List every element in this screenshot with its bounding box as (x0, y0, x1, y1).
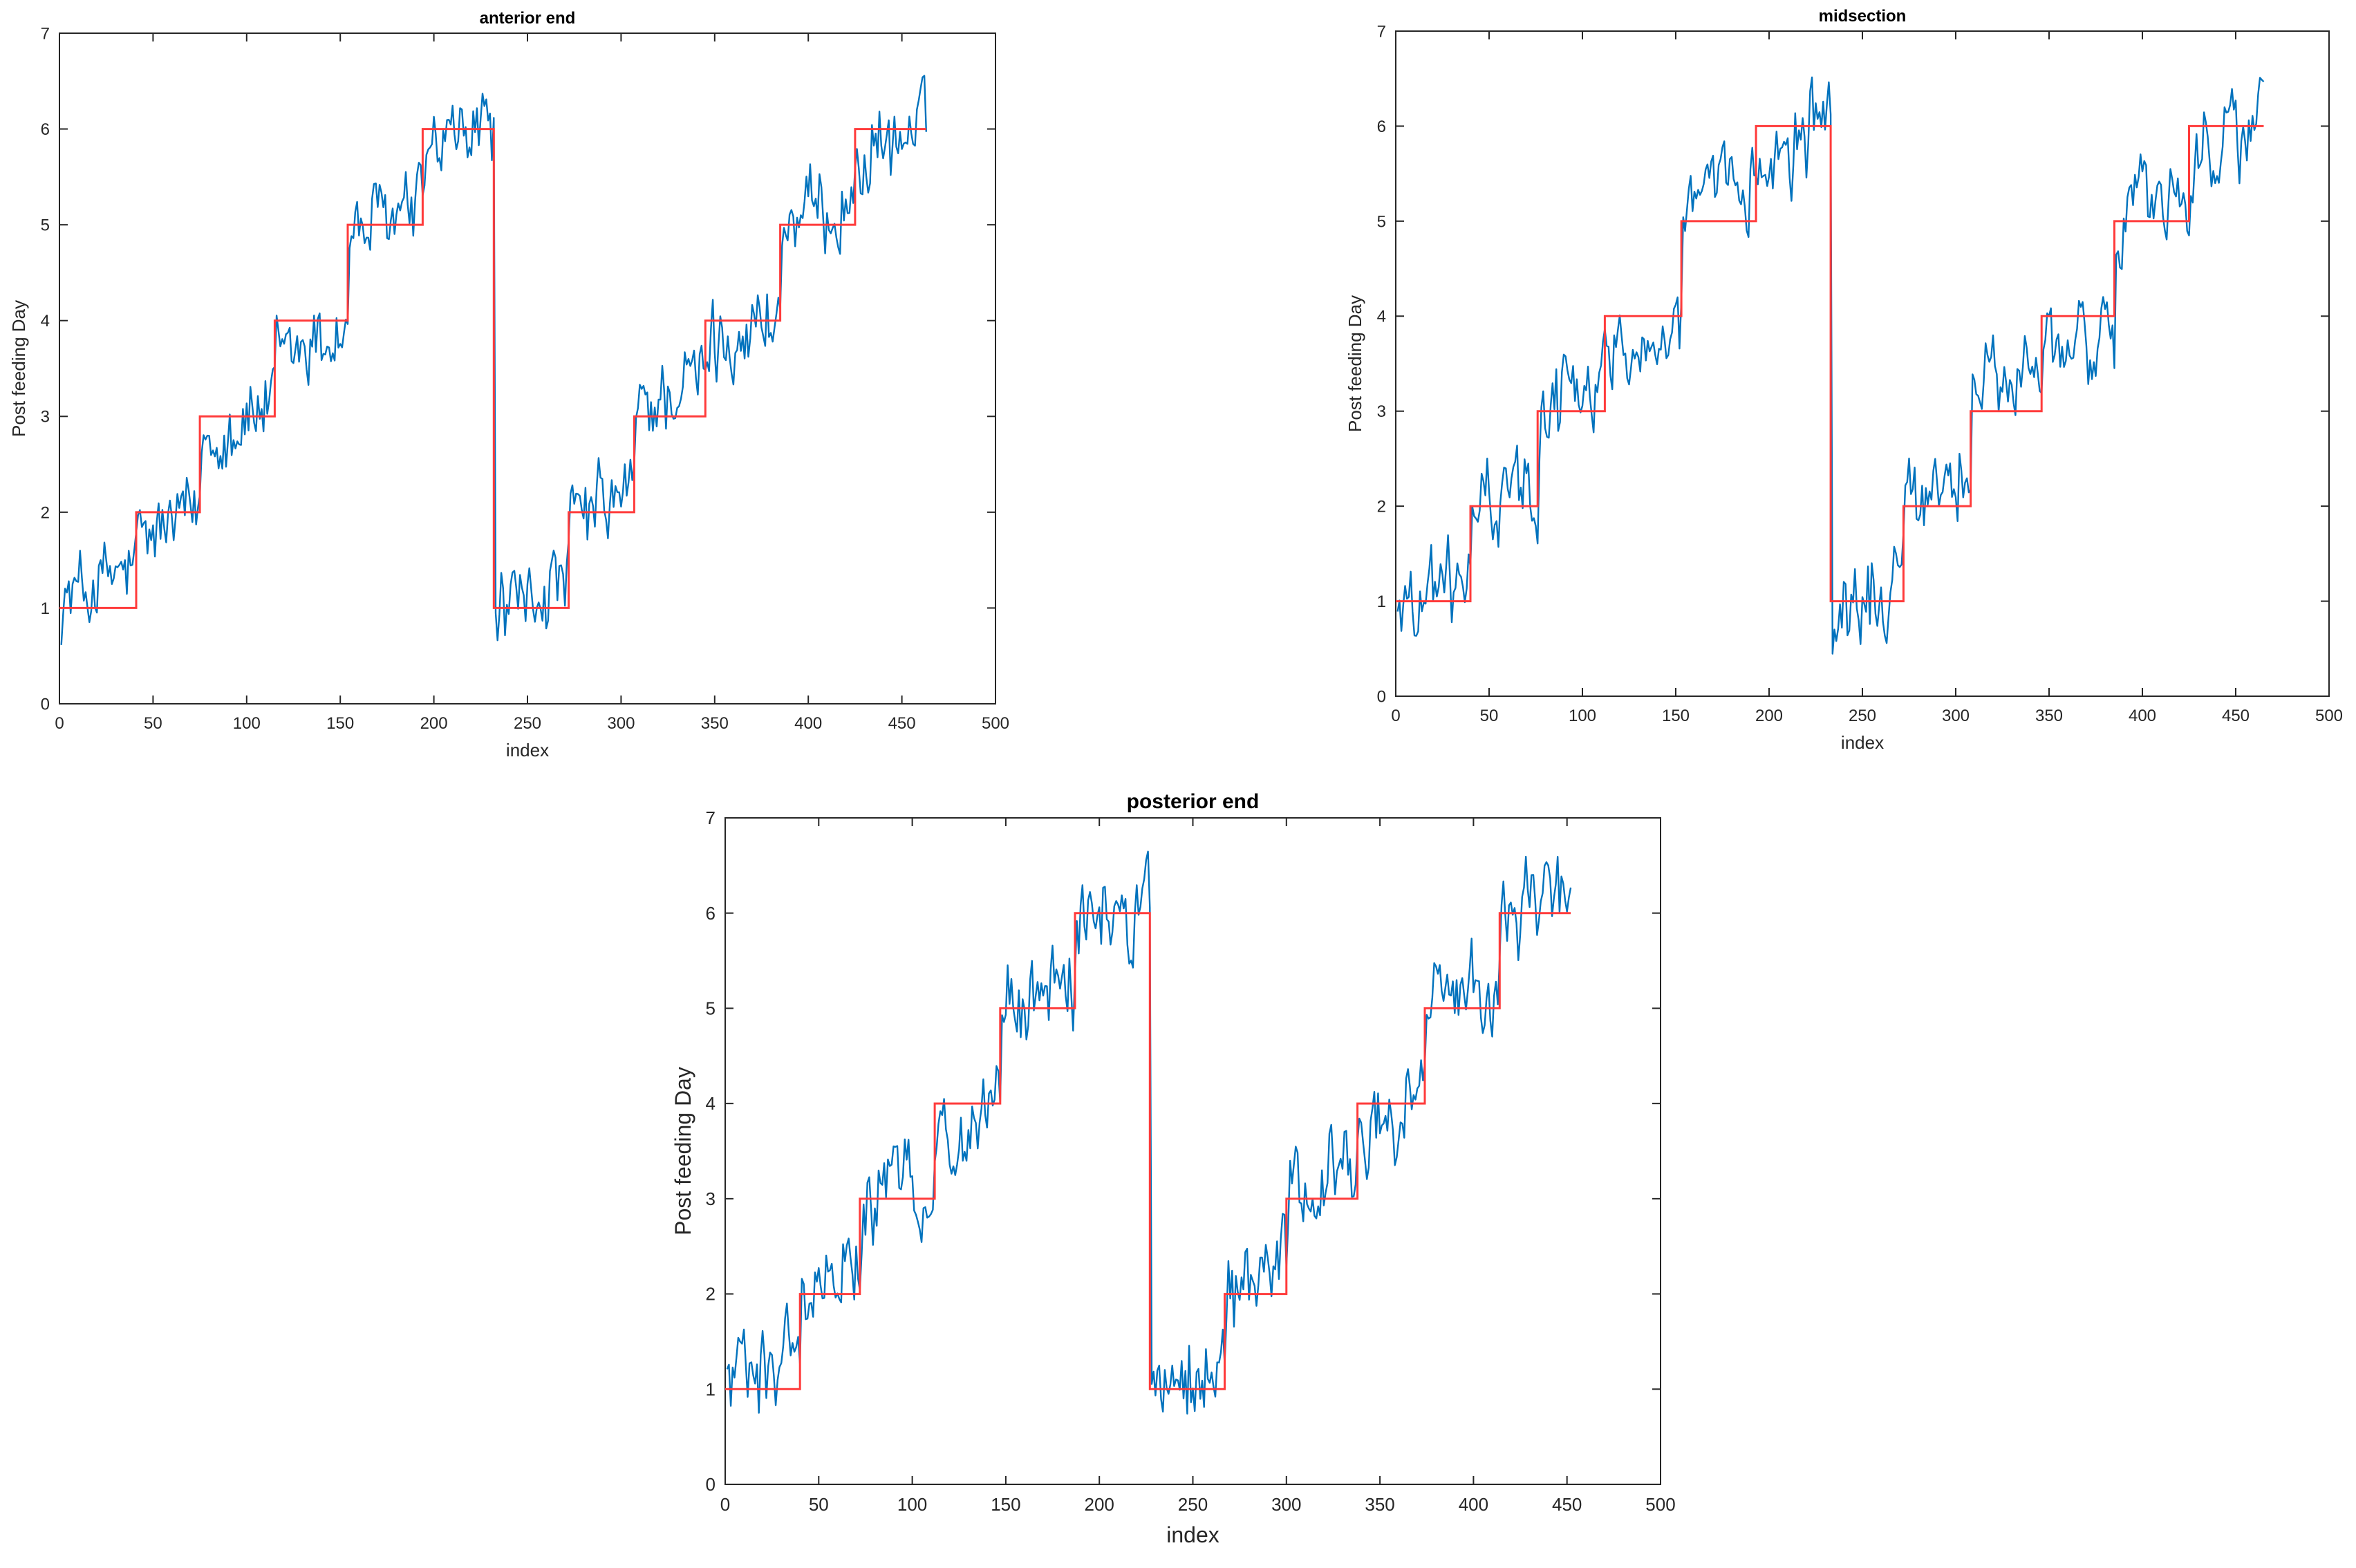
noisy-series-line (60, 75, 927, 645)
x-tick-label: 150 (1662, 707, 1690, 725)
plot-area (724, 817, 1661, 1485)
chart-svg: 0 50 100 150 200 250 300 350 400 450 500 0 1 2 3 4 5 6 7 po… (671, 790, 1676, 1547)
y-tick-label: 0 (706, 1474, 716, 1495)
x-axis-label: index (506, 740, 549, 760)
y-tick-label: 7 (1377, 22, 1386, 41)
y-tick-label: 1 (706, 1379, 716, 1399)
chart-posterior-end: 0 50 100 150 200 250 300 350 400 450 500 0 1 2 3 4 5 6 7 po… (660, 785, 1676, 1566)
y-tick-label: 2 (41, 503, 50, 522)
x-tick-label: 400 (794, 714, 822, 733)
chart-midsection: 0 50 100 150 200 250 300 350 400 450 500 0 1 2 3 4 5 6 7 mi… (1338, 0, 2356, 760)
y-tick-label: 3 (41, 408, 50, 427)
y-tick-label: 0 (41, 695, 50, 713)
noisy-series-line (726, 850, 1572, 1415)
x-tick-label: 300 (1942, 707, 1970, 725)
x-tick-label: 100 (1569, 707, 1596, 725)
y-tick-label: 5 (41, 216, 50, 235)
x-tick-label: 200 (1085, 1494, 1114, 1515)
x-tick-label: 100 (233, 714, 261, 733)
y-tick-label: 4 (706, 1093, 716, 1114)
y-tick-label: 2 (1377, 498, 1386, 516)
y-tick-label: 7 (41, 24, 50, 43)
x-tick-label: 250 (1178, 1494, 1208, 1515)
x-tick-label: 50 (1480, 707, 1499, 725)
chart-title: posterior end (1127, 790, 1260, 813)
x-tick-label: 100 (897, 1494, 927, 1515)
chart-anterior-end: 0 50 100 150 200 250 300 350 400 450 500 0 1 2 3 4 5 6 7 an… (0, 0, 1009, 760)
y-tick-label: 6 (41, 120, 50, 139)
x-tick-label: 450 (888, 714, 916, 733)
x-tick-label: 50 (144, 714, 162, 733)
y-axis-label: Post feeding Day (8, 300, 29, 437)
x-tick-label: 150 (991, 1494, 1020, 1515)
y-tick-label: 4 (41, 312, 50, 330)
x-tick-label: 300 (607, 714, 635, 733)
y-tick-label: 6 (1377, 118, 1386, 136)
x-tick-label: 200 (1755, 707, 1783, 725)
y-axis-label: Post feeding Day (1345, 295, 1365, 432)
y-tick-label: 1 (41, 599, 50, 618)
x-tick-label: 450 (2222, 707, 2250, 725)
y-tick-label: 3 (1377, 402, 1386, 421)
noisy-series-line (1396, 76, 2265, 655)
step-series-line (59, 128, 926, 609)
x-axis-label: index (1166, 1522, 1219, 1547)
x-tick-label: 350 (1365, 1494, 1394, 1515)
y-tick-label: 4 (1377, 308, 1386, 326)
y-tick-label: 7 (706, 808, 716, 828)
chart-svg: 0 50 100 150 200 250 300 350 400 450 500 0 1 2 3 4 5 6 7 an… (8, 9, 1009, 760)
y-tick-label: 2 (706, 1284, 716, 1305)
chart-title: anterior end (480, 9, 576, 28)
x-tick-label: 450 (1552, 1494, 1582, 1515)
x-tick-label: 500 (1645, 1494, 1675, 1515)
x-tick-label: 500 (982, 714, 1009, 733)
x-axis-label: index (1841, 732, 1884, 753)
x-tick-label: 50 (809, 1494, 829, 1515)
y-tick-label: 1 (1377, 592, 1386, 611)
chart-svg: 0 50 100 150 200 250 300 350 400 450 500 0 1 2 3 4 5 6 7 mi… (1345, 7, 2343, 753)
step-series-line (725, 912, 1571, 1390)
chart-title: midsection (1819, 7, 1907, 26)
x-tick-label: 350 (701, 714, 729, 733)
x-tick-label: 400 (1459, 1494, 1488, 1515)
x-tick-label: 350 (2035, 707, 2063, 725)
x-tick-label: 200 (420, 714, 448, 733)
x-tick-label: 300 (1271, 1494, 1301, 1515)
y-tick-label: 3 (706, 1188, 716, 1209)
step-series-line (1396, 124, 2264, 603)
x-tick-label: 400 (2129, 707, 2156, 725)
y-tick-label: 5 (706, 998, 716, 1019)
y-tick-label: 5 (1377, 212, 1386, 231)
x-tick-label: 250 (514, 714, 541, 733)
y-axis-label: Post feeding Day (671, 1067, 695, 1235)
x-tick-label: 0 (1391, 707, 1400, 725)
x-tick-label: 150 (326, 714, 354, 733)
x-tick-label: 0 (55, 714, 64, 733)
x-tick-label: 500 (2315, 707, 2343, 725)
x-tick-label: 0 (720, 1494, 730, 1515)
y-tick-label: 0 (1377, 687, 1386, 706)
x-tick-label: 250 (1849, 707, 1876, 725)
y-tick-label: 6 (706, 903, 716, 924)
plot-area (1395, 30, 2330, 697)
